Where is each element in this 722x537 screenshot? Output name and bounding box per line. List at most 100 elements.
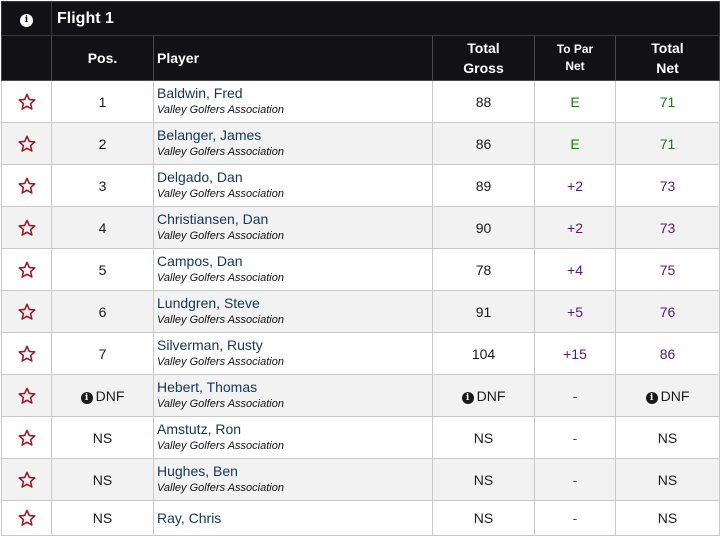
position-value: 5 [98, 261, 107, 278]
position-value: 7 [98, 345, 107, 362]
player-name-link[interactable]: Hughes, Ben [157, 462, 238, 479]
to-par-cell: E [534, 122, 616, 165]
to-par-cell: E [534, 80, 616, 123]
position-value: 6 [98, 303, 107, 320]
total-gross-value: 88 [475, 93, 492, 110]
to-par-value: +5 [567, 303, 583, 320]
favorite-cell [1, 458, 52, 501]
player-association: Valley Golfers Association [157, 397, 284, 410]
player-association: Valley Golfers Association [157, 313, 284, 326]
favorite-cell [1, 290, 52, 333]
to-par-cell: +4 [534, 248, 616, 291]
star-outline-icon[interactable] [17, 386, 37, 406]
position-cell: 7 [51, 332, 154, 375]
player-association: Valley Golfers Association [157, 439, 284, 452]
favorite-cell [1, 332, 52, 375]
total-net-value: 73 [659, 219, 676, 236]
player-name-link[interactable]: Campos, Dan [157, 252, 243, 269]
position-cell: 2 [51, 122, 154, 165]
player-name-link[interactable]: Hebert, Thomas [157, 378, 258, 395]
player-name-link[interactable]: Belanger, James [157, 126, 262, 143]
to-par-cell: - [534, 500, 616, 536]
player-cell: Christiansen, Dan Valley Golfers Associat… [153, 206, 433, 249]
total-net-value: 73 [659, 177, 676, 194]
total-net-cell: 73 [615, 206, 720, 249]
player-association: Valley Golfers Association [157, 145, 284, 158]
info-circle-icon[interactable]: i [20, 13, 33, 27]
total-gross-value: NS [473, 471, 494, 488]
header-pos[interactable]: Pos. [51, 35, 154, 81]
favorite-cell [1, 374, 52, 417]
star-outline-icon[interactable] [17, 218, 37, 238]
star-outline-icon[interactable] [17, 134, 37, 154]
player-row: NS Hughes, Ben Valley Golfers Association N… [1, 458, 720, 501]
position-value: NS [92, 429, 113, 446]
player-cell: Campos, Dan Valley Golfers Association [153, 248, 433, 291]
to-par-cell: +2 [534, 164, 616, 207]
player-name-link[interactable]: Ray, Chris [157, 509, 222, 526]
player-row: 1 Baldwin, Fred Valley Golfers Association… [1, 80, 720, 123]
player-association: Valley Golfers Association [157, 103, 284, 116]
player-name-link[interactable]: Delgado, Dan [157, 168, 243, 185]
star-outline-icon[interactable] [17, 92, 37, 112]
player-name-link[interactable]: Lundgren, Steve [157, 294, 260, 311]
player-association: Valley Golfers Association [157, 355, 284, 368]
player-name-link[interactable]: Christiansen, Dan [157, 210, 269, 227]
player-name-link[interactable]: Silverman, Rusty [157, 336, 263, 353]
star-outline-icon[interactable] [17, 176, 37, 196]
flight-title-row: i Flight 1 [1, 1, 720, 36]
header-player[interactable]: Player [153, 35, 433, 81]
to-par-cell: +2 [534, 206, 616, 249]
position-value: DNF [95, 387, 125, 404]
to-par-cell: +15 [534, 332, 616, 375]
favorite-cell [1, 164, 52, 207]
star-outline-icon[interactable] [17, 260, 37, 280]
star-outline-icon[interactable] [17, 302, 37, 322]
star-outline-icon[interactable] [17, 508, 37, 528]
total-net-cell: 86 [615, 332, 720, 375]
total-gross-value: 89 [475, 177, 492, 194]
total-net-value: 76 [659, 303, 676, 320]
to-par-cell: - [534, 416, 616, 459]
player-name-link[interactable]: Baldwin, Fred [157, 84, 243, 101]
header-total-net[interactable]: Total Net [615, 35, 720, 81]
flight-info-cell[interactable]: i [1, 1, 52, 36]
player-row: NS Ray, Chris NS - NS [1, 500, 720, 536]
player-row: NS Amstutz, Ron Valley Golfers Association… [1, 416, 720, 459]
total-net-value: NS [657, 429, 678, 446]
total-gross-cell: 86 [432, 122, 535, 165]
total-gross-value: 104 [471, 345, 496, 362]
flight-title: Flight 1 [51, 1, 720, 36]
total-net-value: DNF [660, 387, 690, 404]
player-association: Valley Golfers Association [157, 229, 284, 242]
player-row: 3 Delgado, Dan Valley Golfers Association 8… [1, 164, 720, 207]
star-outline-icon[interactable] [17, 344, 37, 364]
info-circle-icon[interactable]: i [80, 391, 93, 404]
player-cell: Amstutz, Ron Valley Golfers Association [153, 416, 433, 459]
player-cell: Baldwin, Fred Valley Golfers Association [153, 80, 433, 123]
info-circle-icon[interactable]: i [461, 391, 474, 404]
favorite-cell [1, 206, 52, 249]
to-par-value: - [572, 471, 578, 488]
header-total-gross[interactable]: Total Gross [432, 35, 535, 81]
player-name-link[interactable]: Amstutz, Ron [157, 420, 242, 437]
total-gross-cell: 89 [432, 164, 535, 207]
player-cell: Belanger, James Valley Golfers Associatio… [153, 122, 433, 165]
to-par-cell: +5 [534, 290, 616, 333]
player-row: 4 Christiansen, Dan Valley Golfers Associa… [1, 206, 720, 249]
total-net-cell: NS [615, 458, 720, 501]
position-value: 4 [98, 219, 107, 236]
total-gross-value: 78 [475, 261, 492, 278]
star-outline-icon[interactable] [17, 428, 37, 448]
total-gross-cell: i DNF [432, 374, 535, 417]
total-net-cell: 76 [615, 290, 720, 333]
total-gross-cell: 90 [432, 206, 535, 249]
total-gross-value: NS [473, 510, 494, 526]
info-circle-icon[interactable]: i [645, 391, 658, 404]
header-to-par-net[interactable]: To Par Net [534, 35, 616, 81]
position-cell: 4 [51, 206, 154, 249]
player-row: 2 Belanger, James Valley Golfers Associati… [1, 122, 720, 165]
star-outline-icon[interactable] [17, 470, 37, 490]
total-gross-cell: 88 [432, 80, 535, 123]
